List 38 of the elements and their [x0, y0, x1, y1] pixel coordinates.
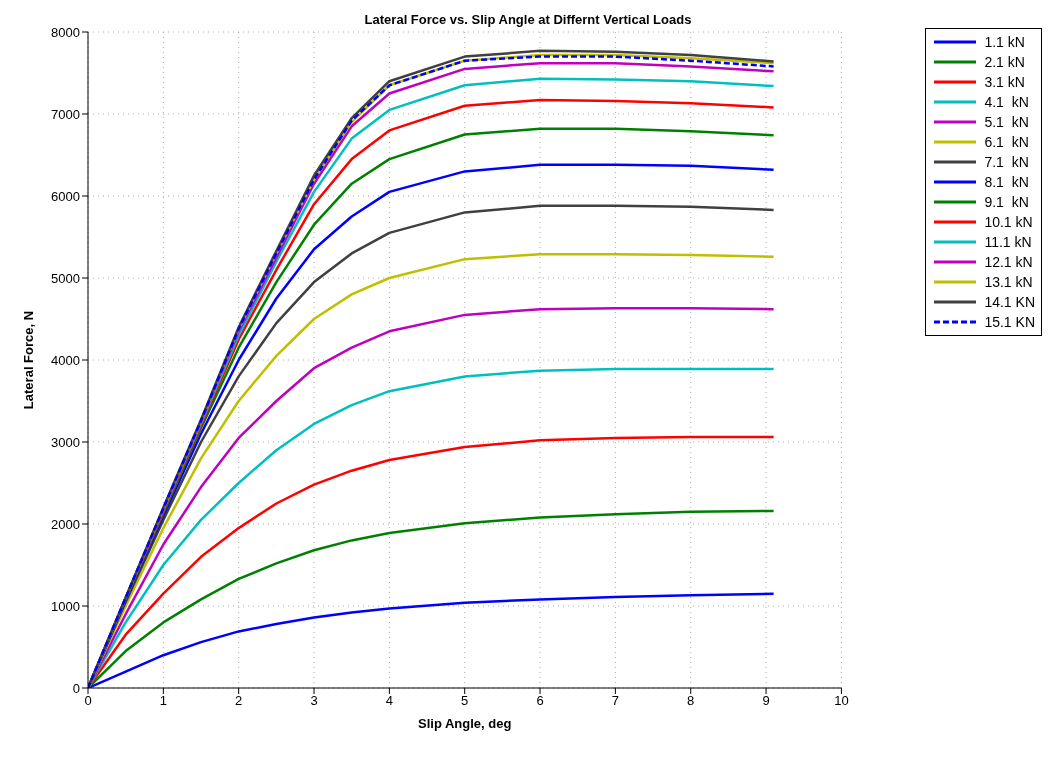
- y-tick-label: 1000: [51, 598, 80, 614]
- legend-label: 15.1 KN: [984, 314, 1035, 330]
- legend-label: 2.1 kN: [984, 54, 1025, 70]
- legend-label: 11.1 kN: [984, 234, 1032, 250]
- x-axis-title: Slip Angle, deg: [417, 716, 512, 731]
- legend-label: 9.1 kN: [984, 194, 1029, 210]
- legend-label: 14.1 KN: [984, 294, 1035, 310]
- y-tick-label: 7000: [51, 106, 80, 122]
- y-tick-label: 5000: [51, 270, 80, 286]
- y-tick-label: 8000: [51, 24, 80, 40]
- y-tick-label: 6000: [51, 188, 80, 204]
- legend-label: 8.1 kN: [984, 174, 1029, 190]
- x-tick-label: 10: [834, 693, 849, 709]
- x-tick-label: 4: [385, 693, 393, 709]
- legend-label: 10.1 kN: [984, 214, 1033, 230]
- x-tick-label: 9: [762, 693, 770, 709]
- legend-label: 1.1 kN: [984, 34, 1025, 50]
- legend-label: 12.1 kN: [984, 254, 1033, 270]
- legend-label: 3.1 kN: [984, 74, 1025, 90]
- x-tick-label: 3: [310, 693, 318, 709]
- chart-title: Lateral Force vs. Slip Angle at Differnt Vertical Loads: [363, 12, 693, 27]
- x-tick-label: 1: [159, 693, 167, 709]
- x-tick-label: 5: [461, 693, 469, 709]
- x-tick-label: 2: [235, 693, 243, 709]
- legend-label: 7.1 kN: [984, 154, 1029, 170]
- y-axis-title: Lateral Force, N: [20, 310, 36, 410]
- legend-label: 4.1 kN: [984, 94, 1029, 110]
- x-tick-label: 6: [536, 693, 544, 709]
- x-tick-label: 7: [611, 693, 619, 709]
- x-tick-label: 8: [687, 693, 695, 709]
- y-tick-label: 4000: [51, 352, 80, 368]
- y-tick-label: 3000: [51, 434, 80, 450]
- x-tick-label: 0: [84, 693, 92, 709]
- y-tick-label: 2000: [51, 516, 80, 532]
- legend-label: 13.1 kN: [984, 274, 1033, 290]
- legend-label: 5.1 kN: [984, 114, 1029, 130]
- y-tick-label: 0: [72, 680, 80, 696]
- legend-label: 6.1 kN: [984, 134, 1029, 150]
